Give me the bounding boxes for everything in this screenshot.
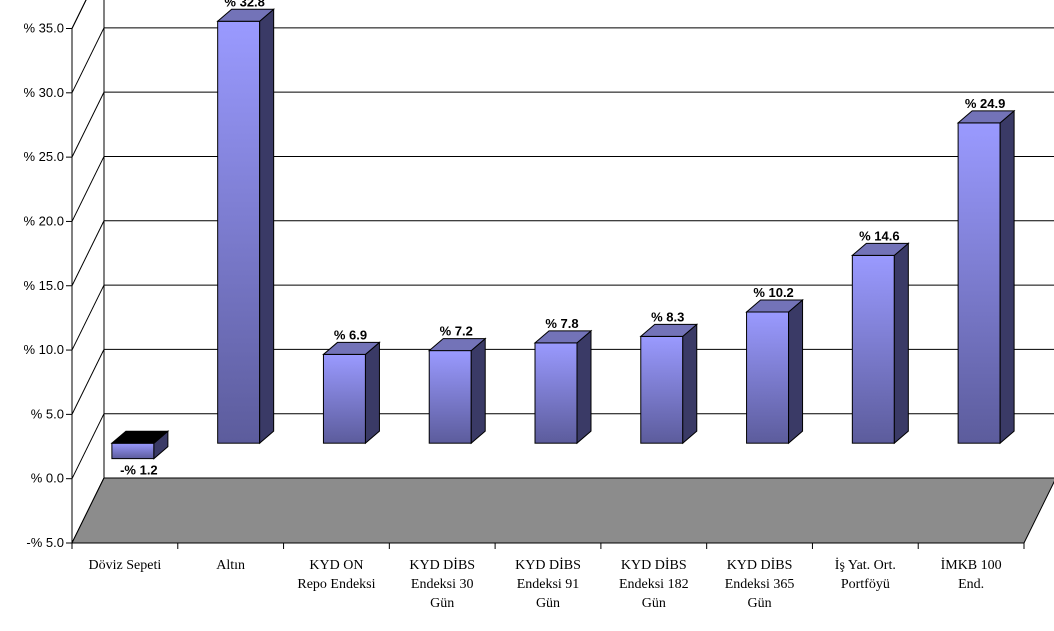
bars bbox=[110, 8, 1016, 460]
bar bbox=[533, 329, 593, 445]
x-tick-label: KYD ON bbox=[309, 558, 363, 573]
bar-side bbox=[893, 242, 909, 445]
gridline-side bbox=[71, 156, 105, 222]
bar-front bbox=[957, 122, 1001, 444]
x-tick-label: Portföyü bbox=[841, 577, 890, 592]
x-tick-label: Endeksi 365 bbox=[725, 577, 795, 592]
x-tick-label: Endeksi 182 bbox=[619, 577, 689, 592]
x-tick-label: Endeksi 91 bbox=[517, 577, 580, 592]
bar-top bbox=[745, 299, 804, 313]
bar-side bbox=[364, 341, 380, 445]
y-tick-label: % 30.0 bbox=[24, 85, 64, 100]
bar bbox=[216, 8, 276, 445]
bar-top bbox=[216, 8, 276, 22]
x-axis-tick-labels: Döviz Sepeti Altın KYD ON Repo Endeksi KYD D… bbox=[89, 557, 1002, 611]
data-label: -% 1.2 bbox=[120, 463, 158, 478]
bar-side bbox=[259, 8, 275, 445]
x-tick-label: KYD DİBS bbox=[727, 557, 793, 573]
x-tick-label: Döviz Sepeti bbox=[89, 558, 162, 573]
data-label: % 10.2 bbox=[753, 285, 793, 300]
bar-front bbox=[746, 311, 790, 444]
x-tick-label: İş Yat. Ort. bbox=[835, 557, 896, 573]
y-tick-label: % 25.0 bbox=[24, 149, 64, 164]
x-tick-label: Gün bbox=[747, 596, 771, 611]
x-tick-label: Gün bbox=[536, 596, 560, 611]
bar-front bbox=[111, 442, 155, 460]
bar-side bbox=[682, 323, 698, 445]
gridline-side bbox=[71, 220, 105, 286]
y-tick-label: -% 5.0 bbox=[26, 535, 64, 550]
side-wall bbox=[71, 0, 105, 544]
gridline-side bbox=[71, 413, 105, 479]
y-tick-label: % 15.0 bbox=[24, 278, 64, 293]
bar-side bbox=[470, 337, 486, 445]
x-tick-label: Gün bbox=[430, 596, 454, 611]
data-labels: -% 1.2 % 32.8 % 6.9 % 7.2 % 7.8 % 8.3 % 10.2 % … bbox=[120, 0, 1005, 478]
data-label: % 7.2 bbox=[440, 324, 473, 339]
data-label: % 6.9 bbox=[334, 327, 367, 342]
bar-top bbox=[956, 110, 1016, 124]
bar-top bbox=[850, 242, 910, 256]
floor-plane bbox=[71, 477, 1054, 544]
gridline-side bbox=[71, 27, 105, 94]
data-label: % 14.6 bbox=[859, 228, 899, 243]
bar-side bbox=[788, 298, 804, 445]
x-tick-label: Gün bbox=[642, 596, 666, 611]
axes bbox=[66, 28, 1025, 549]
bar-front bbox=[851, 254, 895, 444]
data-label: % 8.3 bbox=[651, 309, 684, 324]
data-label: % 24.9 bbox=[965, 96, 1005, 111]
bar-front bbox=[322, 353, 366, 444]
bar-front bbox=[217, 20, 261, 444]
x-tick-label: Endeksi 30 bbox=[411, 577, 474, 592]
x-tick-label: End. bbox=[958, 577, 984, 592]
x-tick-label: Repo Endeksi bbox=[297, 577, 375, 592]
bar-top bbox=[427, 338, 487, 352]
bar-side bbox=[576, 329, 592, 445]
bar-top bbox=[110, 430, 170, 444]
x-tick-label: Altın bbox=[216, 558, 245, 573]
gridline-side bbox=[71, 284, 105, 351]
bar bbox=[427, 337, 487, 445]
y-tick-label: % 35.0 bbox=[24, 21, 64, 36]
data-label: % 32.8 bbox=[224, 0, 264, 9]
bar-top bbox=[533, 330, 593, 344]
x-tick-label: KYD DİBS bbox=[621, 557, 687, 573]
gridline-side bbox=[71, 349, 105, 415]
bar-top bbox=[322, 341, 381, 355]
x-tick-label: İMKB 100 bbox=[941, 557, 1002, 573]
y-tick-label: % 5.0 bbox=[31, 406, 64, 421]
bar-side bbox=[999, 109, 1015, 445]
bar bbox=[322, 341, 381, 445]
gridline-side bbox=[71, 0, 87, 29]
bar-top bbox=[639, 323, 699, 337]
bar bbox=[639, 323, 699, 445]
bar bbox=[850, 242, 910, 445]
bar bbox=[956, 109, 1016, 445]
bar bbox=[745, 298, 804, 445]
gridline-side bbox=[71, 91, 105, 158]
bar bbox=[110, 430, 170, 460]
data-label: % 7.8 bbox=[545, 316, 578, 331]
bar-front bbox=[428, 350, 472, 444]
x-tick-label: KYD DİBS bbox=[409, 557, 475, 573]
y-tick-label: % 20.0 bbox=[24, 213, 64, 228]
bar-front bbox=[640, 335, 684, 444]
y-axis-tick-labels: -% 5.0 % 0.0 % 5.0 % 10.0 % 15.0 % 20.0 % 25.0… bbox=[24, 21, 64, 551]
chart-floor bbox=[71, 477, 1054, 544]
x-tick-label: KYD DİBS bbox=[515, 557, 581, 573]
y-tick-label: % 10.0 bbox=[24, 342, 64, 357]
chart-walls bbox=[71, 0, 105, 544]
bar-front bbox=[534, 342, 578, 444]
y-tick-label: % 0.0 bbox=[31, 471, 64, 486]
